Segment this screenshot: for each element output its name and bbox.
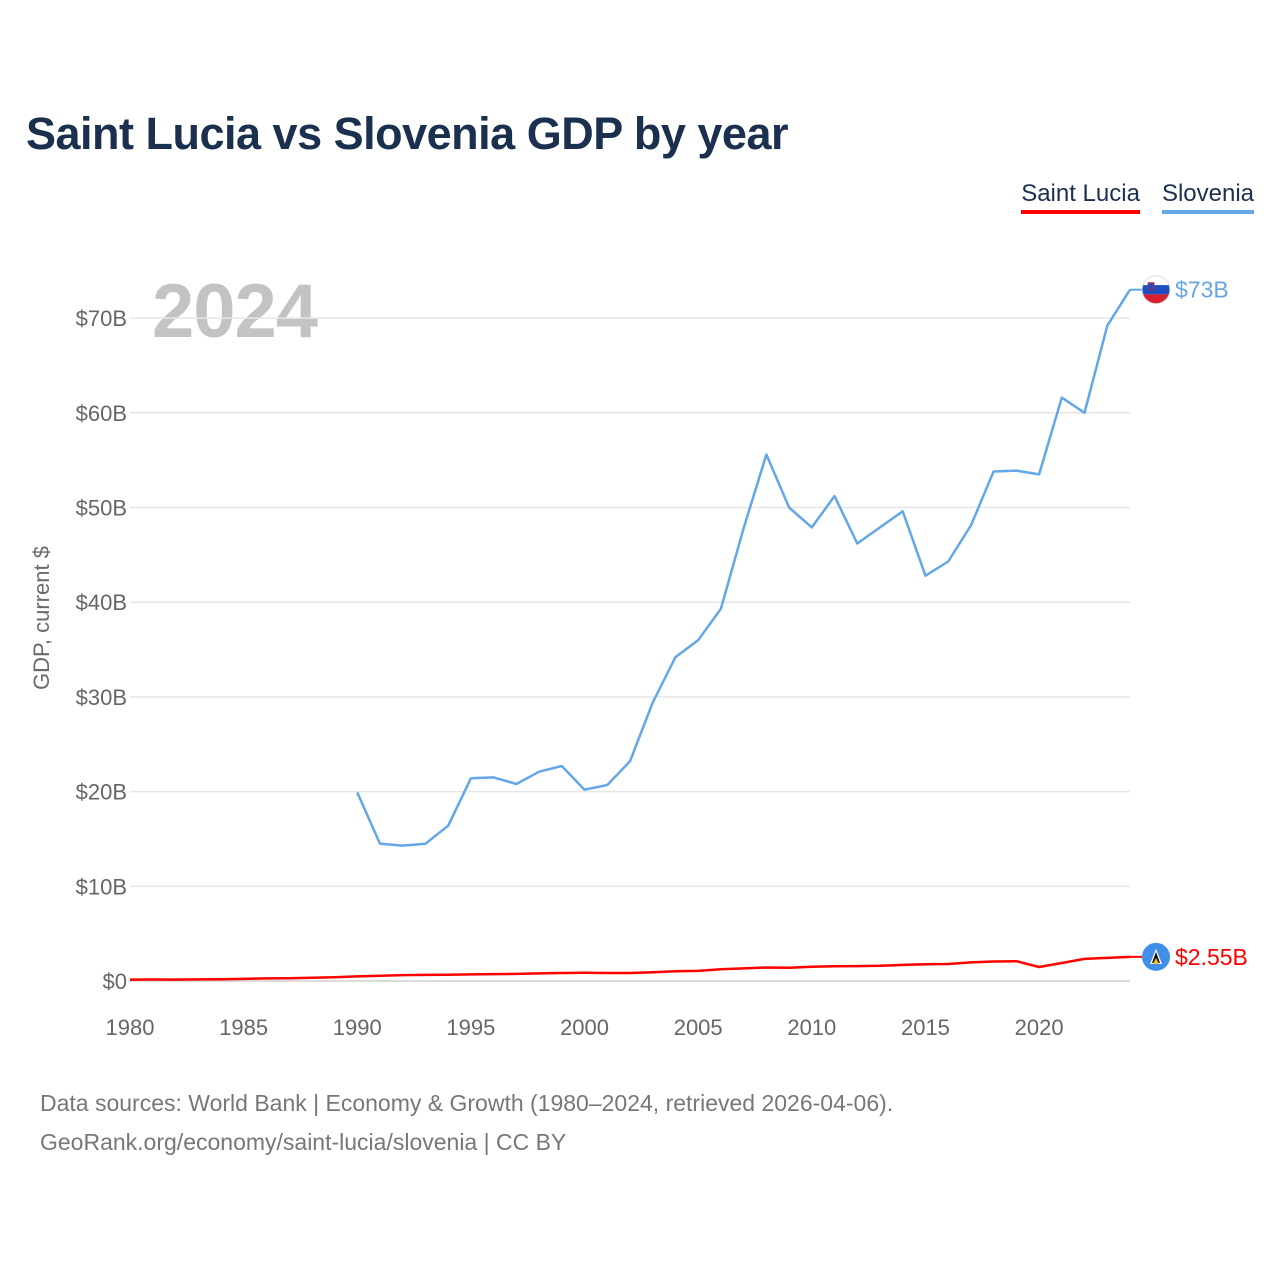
chart-title: Saint Lucia vs Slovenia GDP by year [26, 108, 789, 159]
legend: Saint Lucia Slovenia [1021, 180, 1254, 214]
series-line-saint-lucia [129, 955, 1131, 981]
year-label: 2024 [152, 269, 318, 354]
y-tick-label: $50B [76, 496, 127, 521]
x-tick-label: 2005 [674, 1015, 723, 1040]
source-url[interactable]: GeoRank.org/economy/saint-lucia/slovenia… [40, 1129, 567, 1155]
x-tick-label: 1980 [106, 1015, 155, 1040]
y-tick-label: $0 [103, 969, 127, 994]
y-tick-label: $70B [76, 306, 127, 331]
y-axis-ticks: $0 $10B $20B $30B $40B $50B $60B $70B [76, 306, 127, 994]
y-tick-label: $20B [76, 780, 127, 805]
x-tick-label: 2010 [787, 1015, 836, 1040]
x-tick-label: 2015 [901, 1015, 950, 1040]
x-tick-label: 1985 [219, 1015, 268, 1040]
legend-item-saint-lucia[interactable]: Saint Lucia [1021, 180, 1140, 214]
y-tick-label: $10B [76, 874, 127, 899]
end-value-label-saint-lucia: $2.55B [1175, 944, 1248, 970]
end-value-label-slovenia: $73B [1175, 277, 1229, 303]
slovenia-flag-icon [1141, 275, 1171, 305]
y-tick-label: $40B [76, 590, 127, 615]
series-lines [129, 289, 1132, 981]
x-tick-label: 2000 [560, 1015, 609, 1040]
y-tick-label: $30B [76, 685, 127, 710]
y-tick-label: $60B [76, 401, 127, 426]
data-source-note: Data sources: World Bank | Economy & Gro… [40, 1090, 894, 1116]
series-line-slovenia [356, 289, 1132, 847]
saint-lucia-flag-icon [1142, 942, 1170, 971]
legend-item-slovenia[interactable]: Slovenia [1161, 180, 1254, 214]
x-tick-label: 1995 [446, 1015, 495, 1040]
x-tick-label: 1990 [333, 1015, 382, 1040]
series-end-markers: $2.55B $73B [1130, 275, 1248, 971]
x-axis-ticks: 1980 1985 1990 1995 2000 2005 2010 2015 2020 [106, 1015, 1064, 1040]
footer: Data sources: World Bank | Economy & Gro… [40, 1084, 893, 1162]
gridlines [130, 317, 1130, 982]
x-tick-label: 2020 [1015, 1015, 1064, 1040]
